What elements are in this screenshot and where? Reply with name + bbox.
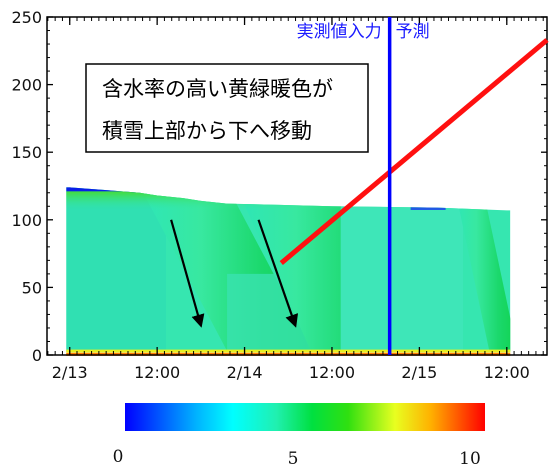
x-tick-label: 2/15 [401,363,437,382]
x-tick-label: 12:00 [484,363,530,382]
x-tick-label: 2/14 [227,363,263,382]
colorbar-mid-label: 5 [288,449,299,468]
y-tick-label: 200 [11,76,42,95]
colorbar-gradient [125,403,485,431]
forecast-label: 予測 [396,22,430,42]
arrow-2 [257,219,299,328]
annotation-line-1: 含水率の高い黄緑暖色が [102,77,333,101]
colorbar-min-label: 0 [113,447,124,467]
arrow-1 [170,219,205,328]
x-tick-label: 2/13 [52,363,88,382]
snow-forecast [340,206,464,351]
y-tick-label: 150 [11,143,42,162]
annotation-box [85,63,369,153]
surface-crust-1 [66,187,123,192]
y-tick-label: 50 [22,278,42,297]
snowpack-heatmap [66,187,511,353]
x-tick-label: 12:00 [309,363,355,382]
annotation-line-2: 積雪上部から下へ移動 [102,119,312,143]
snow-early [66,187,166,351]
y-tick-label: 0 [32,346,42,365]
plot-frame [46,16,548,356]
y-tick-label: 100 [11,211,42,230]
y-tick-label: 250 [11,8,42,27]
indicator-line [279,38,549,265]
measured-label: 実測値入力 [297,22,382,42]
x-tick-label: 12:00 [134,363,180,382]
wet-band-3 [454,187,511,351]
colorbar-max-label: 10 [459,449,481,468]
colorbar: 0 5 10 [113,403,485,468]
